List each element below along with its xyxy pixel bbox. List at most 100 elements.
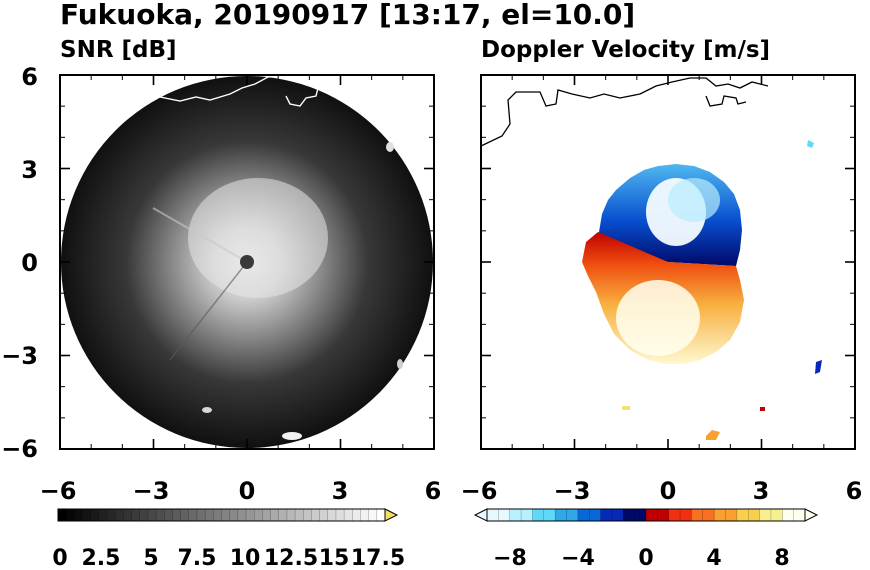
snr-clutter-patch bbox=[386, 142, 394, 152]
colorbar-swatch bbox=[156, 509, 165, 521]
velocity-echo-fragment bbox=[760, 407, 765, 411]
colorbar-label: 17.5 bbox=[351, 546, 405, 570]
snr-coastline bbox=[159, 75, 327, 107]
colorbar-label: 15 bbox=[319, 546, 350, 570]
colorbar-swatch bbox=[487, 509, 499, 521]
snr-panel-title: SNR [dB] bbox=[60, 37, 177, 63]
velocity-ticks bbox=[480, 74, 856, 450]
colorbar-swatch bbox=[736, 509, 749, 521]
y-tick-label: 3 bbox=[21, 156, 38, 184]
colorbar-swatch bbox=[657, 509, 670, 521]
colorbar-swatch bbox=[172, 509, 182, 521]
velocity-near-zero-core bbox=[668, 178, 720, 222]
colorbar-swatch bbox=[577, 509, 590, 521]
velocity-colorbar-extend-max bbox=[804, 508, 819, 522]
colorbar-swatch bbox=[352, 509, 361, 521]
colorbar-swatch bbox=[213, 509, 222, 521]
colorbar-label: 4 bbox=[706, 546, 721, 570]
x-tick-label: 0 bbox=[239, 477, 256, 505]
colorbar-swatch bbox=[164, 509, 173, 521]
colorbar-swatch bbox=[521, 509, 533, 521]
colorbar-swatch bbox=[759, 509, 772, 521]
snr-colorbar-labels: 0 2.5 5 7.5 10 12.5 15 17.5 bbox=[52, 546, 405, 570]
x-tick-label: −6 bbox=[461, 477, 498, 505]
velocity-coastline bbox=[481, 77, 769, 147]
snr-beam-streak bbox=[169, 261, 248, 361]
velocity-colorbar-frame bbox=[486, 508, 806, 522]
colorbar-swatch bbox=[229, 509, 239, 521]
velocity-colorbar bbox=[487, 509, 806, 521]
colorbar-label: 2.5 bbox=[82, 546, 121, 570]
colorbar-swatch bbox=[566, 509, 579, 521]
colorbar-swatch bbox=[714, 509, 726, 521]
colorbar-swatch bbox=[680, 509, 692, 521]
colorbar-swatch bbox=[702, 509, 715, 521]
velocity-echo-fragment bbox=[815, 360, 822, 374]
snr-echo-core bbox=[188, 178, 328, 298]
colorbar-swatch bbox=[98, 509, 108, 521]
colorbar-swatch bbox=[668, 509, 681, 521]
snr-ticks bbox=[59, 74, 435, 450]
colorbar-swatch bbox=[691, 509, 704, 521]
snr-radar-site bbox=[240, 255, 254, 269]
colorbar-swatch bbox=[286, 509, 296, 521]
colorbar-swatch bbox=[600, 509, 613, 521]
colorbar-swatch bbox=[498, 509, 511, 521]
colorbar-label: 10 bbox=[230, 546, 261, 570]
colorbar-label: 0 bbox=[52, 546, 67, 570]
colorbar-swatch bbox=[221, 509, 231, 521]
velocity-colorbar-extend-min bbox=[473, 508, 488, 522]
colorbar-swatch bbox=[532, 509, 545, 521]
colorbar-swatch bbox=[509, 509, 522, 521]
colorbar-swatch bbox=[543, 509, 556, 521]
colorbar-label: 0 bbox=[638, 546, 653, 570]
x-tick-label: −3 bbox=[554, 477, 591, 505]
x-tick-label: 3 bbox=[753, 477, 770, 505]
x-tick-label: −3 bbox=[133, 477, 170, 505]
colorbar-swatch bbox=[770, 509, 783, 521]
colorbar-swatch bbox=[74, 509, 83, 521]
colorbar-label: 7.5 bbox=[178, 546, 217, 570]
colorbar-swatch bbox=[237, 509, 247, 521]
colorbar-label: −8 bbox=[493, 546, 527, 570]
colorbar-label: 12.5 bbox=[264, 546, 318, 570]
figure-title: Fukuoka, 20190917 [13:17, el=10.0] bbox=[60, 0, 635, 31]
colorbar-label: 5 bbox=[143, 546, 158, 570]
colorbar-swatch bbox=[335, 509, 345, 521]
colorbar-swatch bbox=[131, 509, 141, 521]
snr-clutter-patch bbox=[282, 432, 302, 440]
colorbar-label: −4 bbox=[561, 546, 595, 570]
snr-clutter-patch bbox=[202, 407, 212, 413]
y-tick-label: −3 bbox=[1, 342, 38, 370]
snr-plot-area bbox=[61, 75, 433, 448]
colorbar-swatch bbox=[82, 509, 92, 521]
snr-colorbar-extend-max bbox=[384, 508, 399, 522]
colorbar-swatch bbox=[311, 509, 320, 521]
colorbar-swatch bbox=[611, 509, 624, 521]
velocity-echo-fragment bbox=[622, 406, 630, 410]
snr-colorbar-frame bbox=[57, 508, 386, 522]
colorbar-swatch bbox=[196, 509, 206, 521]
colorbar-swatch bbox=[188, 509, 198, 521]
x-tick-label: 6 bbox=[846, 477, 863, 505]
colorbar-swatch bbox=[646, 509, 658, 521]
x-tick-label: 0 bbox=[660, 477, 677, 505]
colorbar-swatch bbox=[66, 509, 75, 521]
colorbar-swatch bbox=[319, 509, 329, 521]
x-tick-label: 3 bbox=[332, 477, 349, 505]
snr-beam-streak bbox=[152, 207, 248, 263]
colorbar-swatch bbox=[115, 509, 124, 521]
y-tick-label: −6 bbox=[1, 435, 38, 463]
velocity-echo-fragment bbox=[706, 430, 720, 440]
colorbar-swatch bbox=[205, 509, 214, 521]
colorbar-swatch bbox=[782, 509, 795, 521]
velocity-near-zero-core bbox=[616, 280, 700, 356]
colorbar-swatch bbox=[254, 509, 263, 521]
snr-colorbar bbox=[58, 509, 386, 521]
colorbar-swatch bbox=[748, 509, 760, 521]
colorbar-swatch bbox=[278, 509, 288, 521]
colorbar-swatch bbox=[327, 509, 337, 521]
colorbar-swatch bbox=[180, 509, 190, 521]
velocity-plot-area bbox=[481, 77, 822, 440]
